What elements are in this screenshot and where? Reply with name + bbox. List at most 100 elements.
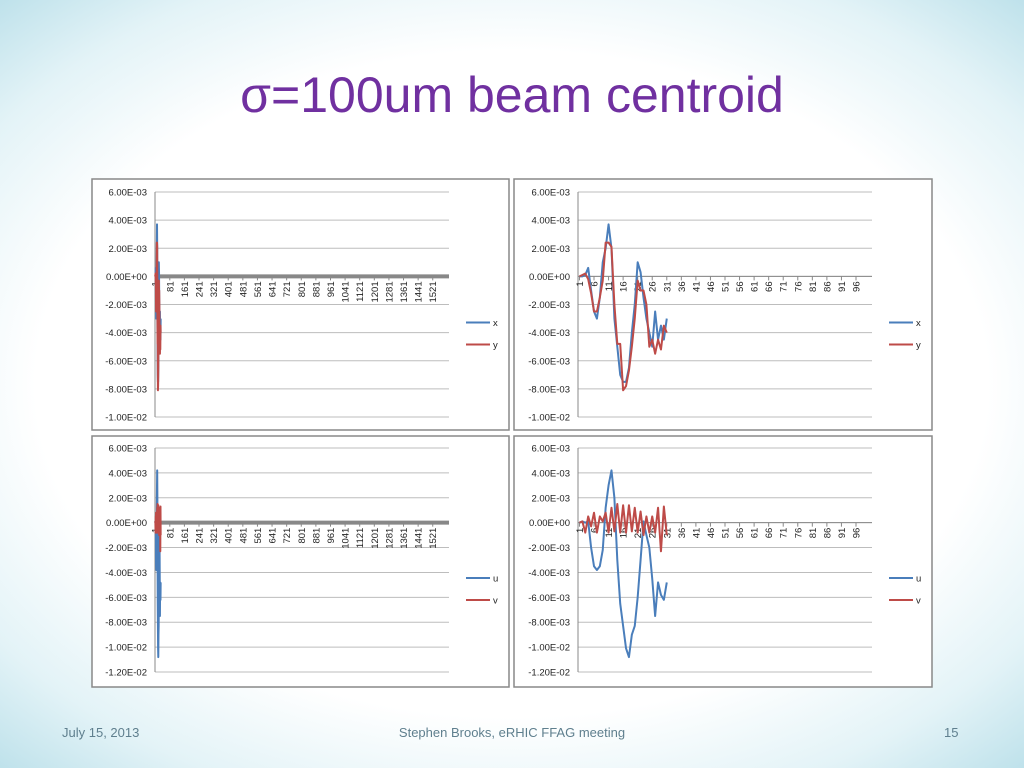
x-tick-label: 1361	[399, 528, 410, 549]
y-tick-label: -4.00E-03	[105, 328, 147, 339]
y-tick-label: 2.00E-03	[531, 493, 570, 504]
x-tick-label: 1	[575, 281, 586, 286]
y-tick-label: 0.00E+00	[106, 518, 147, 529]
y-tick-label: -6.00E-03	[528, 593, 570, 604]
x-tick-label: 401	[224, 281, 235, 297]
series-line	[579, 503, 668, 553]
y-tick-label: -6.00E-03	[105, 593, 147, 604]
x-tick-label: 16	[619, 528, 630, 539]
x-tick-label: 86	[822, 281, 833, 292]
y-tick-label: -1.20E-02	[105, 668, 147, 679]
x-tick-label: 46	[706, 528, 717, 539]
x-tick-label: 6	[590, 281, 601, 286]
y-tick-label: 4.00E-03	[108, 468, 147, 479]
legend-label: y	[493, 340, 498, 351]
y-tick-label: 6.00E-03	[108, 188, 147, 199]
x-tick-label: 1121	[355, 281, 366, 301]
y-tick-label: -6.00E-03	[105, 356, 147, 367]
x-tick-label: 96	[851, 528, 862, 539]
x-tick-label: 241	[195, 528, 206, 544]
x-tick-label: 16	[619, 281, 630, 292]
legend-label: x	[916, 318, 921, 329]
x-tick-label: 1521	[428, 528, 439, 549]
chart-frame	[513, 435, 933, 688]
y-tick-label: -4.00E-03	[105, 568, 147, 579]
series-line	[579, 469, 668, 659]
x-tick-label: 81	[808, 528, 819, 539]
legend-label: u	[493, 574, 498, 585]
x-tick-label: 721	[282, 528, 293, 544]
x-tick-label: 31	[662, 528, 673, 539]
x-tick-label: 641	[268, 528, 279, 544]
x-tick-label: 721	[282, 281, 293, 297]
x-tick-label: 56	[735, 528, 746, 539]
x-tick-label: 321	[209, 528, 220, 544]
x-tick-label: 1281	[384, 281, 395, 302]
x-tick-label: 881	[311, 281, 322, 297]
series-line	[154, 469, 162, 659]
legend-label: v	[916, 596, 921, 607]
x-tick-label: 66	[764, 281, 775, 292]
y-tick-label: 0.00E+00	[529, 272, 570, 283]
x-tick-label: 66	[764, 528, 775, 539]
legend-label: y	[916, 340, 921, 351]
x-tick-label: 71	[779, 281, 790, 292]
x-tick-label: 31	[662, 281, 673, 292]
y-tick-label: 0.00E+00	[529, 518, 570, 529]
y-tick-label: 4.00E-03	[531, 216, 570, 227]
x-tick-label: 46	[706, 281, 717, 292]
x-tick-label: 76	[793, 281, 804, 292]
x-tick-label: 1361	[399, 281, 410, 302]
y-tick-label: 4.00E-03	[531, 468, 570, 479]
x-tick-label: 1041	[341, 281, 352, 302]
x-tick-label: 561	[253, 528, 264, 544]
x-tick-label: 51	[721, 281, 732, 292]
x-tick-label: 1041	[341, 528, 352, 549]
y-tick-label: -2.00E-03	[528, 300, 570, 311]
x-tick-label: 161	[180, 528, 191, 544]
series-line	[154, 241, 162, 392]
x-tick-label: 21	[633, 528, 644, 539]
x-tick-label: 161	[180, 281, 191, 297]
x-tick-label: 1201	[370, 281, 381, 302]
legend-label: x	[493, 318, 498, 329]
x-tick-label: 801	[297, 281, 308, 297]
x-tick-label: 96	[851, 281, 862, 292]
x-tick-label: 481	[238, 528, 249, 544]
y-tick-label: -4.00E-03	[528, 328, 570, 339]
x-tick-label: 1201	[370, 528, 381, 549]
x-tick-label: 81	[165, 281, 176, 292]
y-tick-label: 6.00E-03	[531, 188, 570, 199]
chart-frame	[91, 435, 510, 688]
x-tick-label: 481	[238, 281, 249, 297]
legend-label: u	[916, 574, 921, 585]
footer-text: Stephen Brooks, eRHIC FFAG meeting	[398, 725, 626, 740]
y-tick-label: -1.00E-02	[105, 413, 147, 424]
x-tick-label: 961	[326, 281, 337, 297]
y-tick-label: -8.00E-03	[105, 384, 147, 395]
x-tick-label: 561	[253, 281, 264, 297]
x-tick-label: 91	[837, 281, 848, 292]
x-tick-label: 1441	[414, 528, 425, 549]
y-tick-label: 2.00E-03	[108, 244, 147, 255]
x-tick-label: 11	[604, 281, 615, 291]
y-tick-label: -2.00E-03	[528, 543, 570, 554]
y-tick-label: 2.00E-03	[531, 244, 570, 255]
x-tick-label: 86	[822, 528, 833, 539]
footer-date: July 15, 2013	[62, 725, 140, 740]
x-tick-label: 401	[224, 528, 235, 544]
y-tick-label: 6.00E-03	[108, 444, 147, 455]
x-tick-label: 41	[691, 281, 702, 292]
y-tick-label: 2.00E-03	[108, 493, 147, 504]
x-tick-label: 56	[735, 281, 746, 292]
x-tick-label: 321	[209, 281, 220, 297]
y-tick-label: -1.00E-02	[528, 413, 570, 424]
x-tick-label: 81	[165, 528, 176, 539]
y-tick-label: -4.00E-03	[528, 568, 570, 579]
x-tick-label: 76	[793, 528, 804, 539]
slide-title: σ=100um beam centroid	[240, 67, 784, 123]
y-tick-label: -2.00E-03	[105, 543, 147, 554]
y-tick-label: -1.00E-02	[105, 643, 147, 654]
x-tick-label: 91	[837, 528, 848, 539]
